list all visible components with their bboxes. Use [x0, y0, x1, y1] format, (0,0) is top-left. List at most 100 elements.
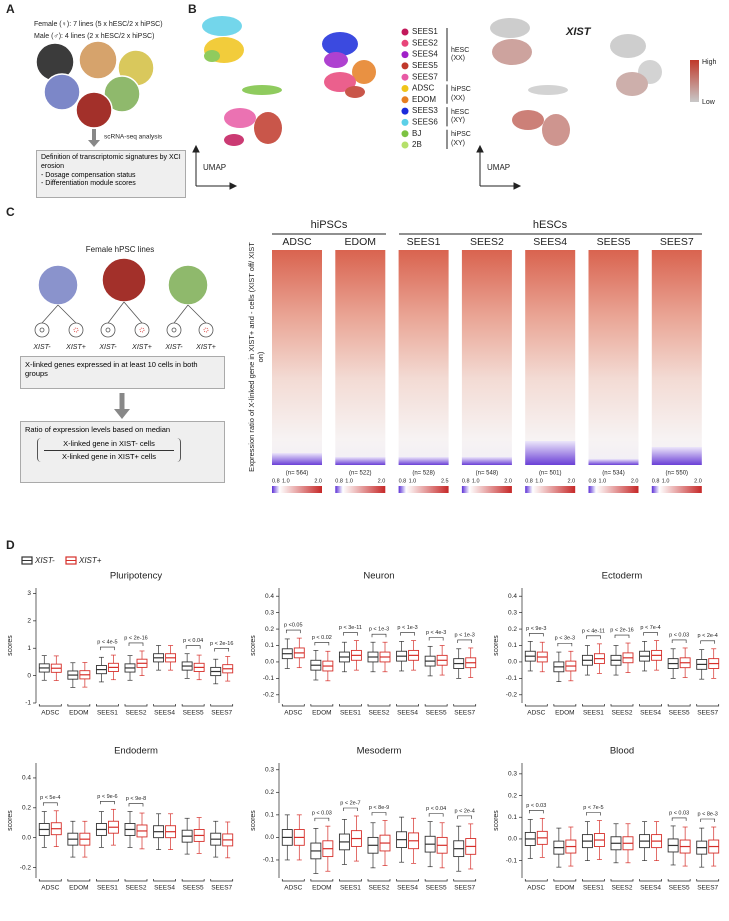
x-tick-label: EDOM: [555, 710, 575, 717]
y-axis-label: scores: [250, 810, 257, 831]
p-value: p < 0.03: [669, 632, 689, 638]
x-tick-label: ADSC: [527, 710, 545, 717]
x-tick-label: SEES4: [640, 885, 661, 892]
panel-label: C: [6, 205, 15, 219]
color-bar: [525, 486, 576, 493]
x-bracket: [181, 704, 205, 707]
y-tick-label: 1: [27, 645, 31, 652]
p-bracket: [586, 812, 601, 816]
y-tick-label: 0.0: [265, 834, 274, 841]
flow-title: Female hPSC lines: [86, 245, 154, 254]
x-bracket: [424, 879, 448, 882]
x-tick-label: SEES1: [340, 885, 361, 892]
x-tick-label: SEES5: [183, 710, 204, 717]
scale-label: 1.0: [282, 478, 290, 484]
x-bracket: [153, 704, 176, 707]
y-tick-label: -0.2: [263, 692, 275, 699]
y-tick-label: 0.0: [265, 659, 274, 666]
x-bracket: [396, 879, 419, 882]
p-bracket: [214, 648, 230, 652]
x-tick-label: SEES1: [583, 885, 604, 892]
heatmap-low: [335, 457, 386, 465]
xist-neg: XIST-: [164, 344, 183, 351]
scale-label: 1.0: [409, 478, 417, 484]
x-tick-label: SEES7: [454, 885, 475, 892]
split-lines: [34, 301, 214, 338]
y-axis-label: scores: [250, 635, 257, 656]
x-bracket: [281, 704, 305, 707]
legend-label: SEES5: [412, 61, 438, 70]
x-tick-label: SEES2: [126, 885, 147, 892]
p-value: p < 7e-5: [583, 805, 603, 811]
p-value: p < 8e-3: [698, 811, 718, 817]
p-value: p < 2e-4: [698, 633, 718, 639]
legend-label: BJ: [412, 129, 421, 138]
x-tick-label: EDOM: [312, 885, 332, 892]
panel-label: A: [6, 2, 15, 16]
column-label: SEES1: [407, 236, 441, 248]
p-value: p < 1e-3: [369, 627, 389, 633]
p-bracket: [428, 637, 444, 641]
p-value: p <0.05: [284, 623, 303, 629]
y-axis-label: scores: [7, 810, 14, 831]
x-bracket: [667, 879, 691, 882]
female-lines: Female (♀): 7 lines (5 x hESC/2 x hiPSC): [34, 21, 163, 28]
x-tick-label: SEES5: [426, 710, 447, 717]
x-tick-label: SEES7: [211, 885, 232, 892]
heatmap-column: [525, 250, 576, 465]
x-bracket: [610, 704, 634, 707]
p-bracket: [614, 634, 630, 639]
scale-high: High: [702, 59, 717, 66]
p-bracket: [343, 632, 358, 636]
x-bracket: [38, 879, 62, 882]
color-scale: [690, 60, 699, 102]
scale-label: 1.0: [662, 478, 670, 484]
x-bracket: [367, 879, 391, 882]
x-tick-label: SEES1: [97, 710, 118, 717]
heatmap-low: [398, 457, 449, 465]
y-tick-label: -0.1: [263, 857, 275, 864]
scale-label: 2.0: [631, 478, 639, 484]
x-bracket: [639, 879, 662, 882]
xist-pos: XIST+: [65, 344, 86, 351]
x-bracket: [610, 879, 634, 882]
color-bar: [588, 486, 639, 493]
chart-title: Neuron: [363, 571, 394, 582]
n-label: (n= 534): [602, 471, 625, 477]
x-bracket: [210, 879, 234, 882]
x-tick-label: SEES4: [397, 710, 418, 717]
heatmap-low: [272, 453, 322, 465]
scale-label: 1.0: [599, 478, 607, 484]
column-label: SEES5: [597, 236, 631, 248]
p-bracket: [100, 800, 115, 805]
p-value: p < 1e-3: [397, 625, 417, 631]
x-tick-label: SEES2: [369, 710, 390, 717]
color-bar: [272, 486, 322, 493]
p-value: p < 2e-7: [340, 800, 360, 806]
x-bracket: [524, 704, 548, 707]
numerator: X-linked gene in XIST- cells: [63, 439, 155, 449]
heatmap-column: [398, 250, 449, 465]
ratio-title: Ratio of expression levels based on medi…: [25, 425, 171, 434]
x-bracket: [339, 879, 362, 882]
n-label: (n= 501): [539, 471, 562, 477]
p-value: p < 3e-3: [555, 636, 575, 642]
y-axis-label: scores: [493, 810, 500, 831]
color-bar: [461, 486, 512, 493]
legend-swatch: [401, 130, 409, 138]
legend-swatch: [401, 39, 409, 47]
p-bracket: [671, 639, 687, 643]
p-value: p < 4e-5: [97, 640, 117, 646]
xist-pos: XIST+: [131, 344, 152, 351]
p-bracket: [528, 633, 544, 637]
color-bar: [335, 486, 386, 493]
umap-label: UMAP: [203, 163, 226, 172]
x-tick-label: EDOM: [69, 885, 89, 892]
denominator: X-linked gene in XIST+ cells: [61, 451, 156, 461]
n-label: (n= 550): [666, 471, 689, 477]
legend-swatch: [401, 118, 409, 126]
p-value: p < 0.03: [312, 811, 332, 817]
p-bracket: [128, 642, 144, 646]
n-label: (n= 564): [286, 471, 309, 477]
x-bracket: [281, 879, 305, 882]
